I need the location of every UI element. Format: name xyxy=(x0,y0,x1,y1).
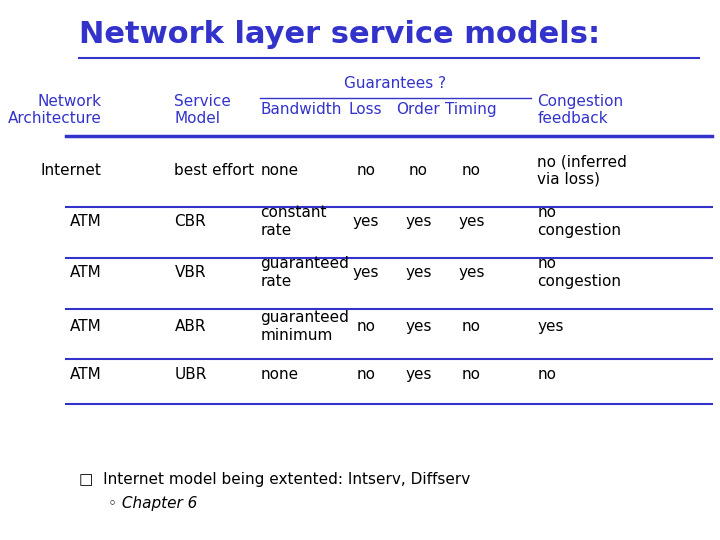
Text: no: no xyxy=(537,367,557,382)
Text: no
congestion: no congestion xyxy=(537,205,621,238)
Text: constant
rate: constant rate xyxy=(260,205,327,238)
Text: Loss: Loss xyxy=(349,103,382,117)
Text: yes: yes xyxy=(405,367,432,382)
Text: yes: yes xyxy=(458,265,485,280)
Text: Guarantees ?: Guarantees ? xyxy=(344,76,446,91)
Text: guaranteed
minimum: guaranteed minimum xyxy=(260,310,349,342)
Text: Congestion
feedback: Congestion feedback xyxy=(537,94,624,126)
Text: no: no xyxy=(462,163,481,178)
Text: yes: yes xyxy=(537,319,564,334)
Text: yes: yes xyxy=(458,214,485,229)
Text: Order: Order xyxy=(397,103,441,117)
Text: ABR: ABR xyxy=(174,319,206,334)
Text: best effort: best effort xyxy=(174,163,255,178)
Text: yes: yes xyxy=(405,214,432,229)
Text: guaranteed
rate: guaranteed rate xyxy=(260,256,349,289)
Text: Network
Architecture: Network Architecture xyxy=(8,94,102,126)
Text: no: no xyxy=(462,367,481,382)
Text: none: none xyxy=(260,367,298,382)
Text: no: no xyxy=(356,367,375,382)
Text: no: no xyxy=(356,319,375,334)
Text: □  Internet model being extented: Intserv, Diffserv: □ Internet model being extented: Intserv… xyxy=(78,472,470,487)
Text: Bandwidth: Bandwidth xyxy=(260,103,341,117)
Text: UBR: UBR xyxy=(174,367,207,382)
Text: Timing: Timing xyxy=(446,103,497,117)
Text: Network layer service models:: Network layer service models: xyxy=(78,20,600,49)
Text: no: no xyxy=(409,163,428,178)
Text: ATM: ATM xyxy=(70,367,102,382)
Text: Service
Model: Service Model xyxy=(174,94,231,126)
Text: no (inferred
via loss): no (inferred via loss) xyxy=(537,154,627,187)
Text: VBR: VBR xyxy=(174,265,206,280)
Text: none: none xyxy=(260,163,298,178)
Text: Internet: Internet xyxy=(41,163,102,178)
Text: no
congestion: no congestion xyxy=(537,256,621,289)
Text: ATM: ATM xyxy=(70,265,102,280)
Text: no: no xyxy=(462,319,481,334)
Text: yes: yes xyxy=(353,214,379,229)
Text: ATM: ATM xyxy=(70,319,102,334)
Text: no: no xyxy=(356,163,375,178)
Text: yes: yes xyxy=(405,265,432,280)
Text: ◦ Chapter 6: ◦ Chapter 6 xyxy=(109,496,198,511)
Text: CBR: CBR xyxy=(174,214,206,229)
Text: yes: yes xyxy=(405,319,432,334)
Text: ATM: ATM xyxy=(70,214,102,229)
Text: yes: yes xyxy=(353,265,379,280)
